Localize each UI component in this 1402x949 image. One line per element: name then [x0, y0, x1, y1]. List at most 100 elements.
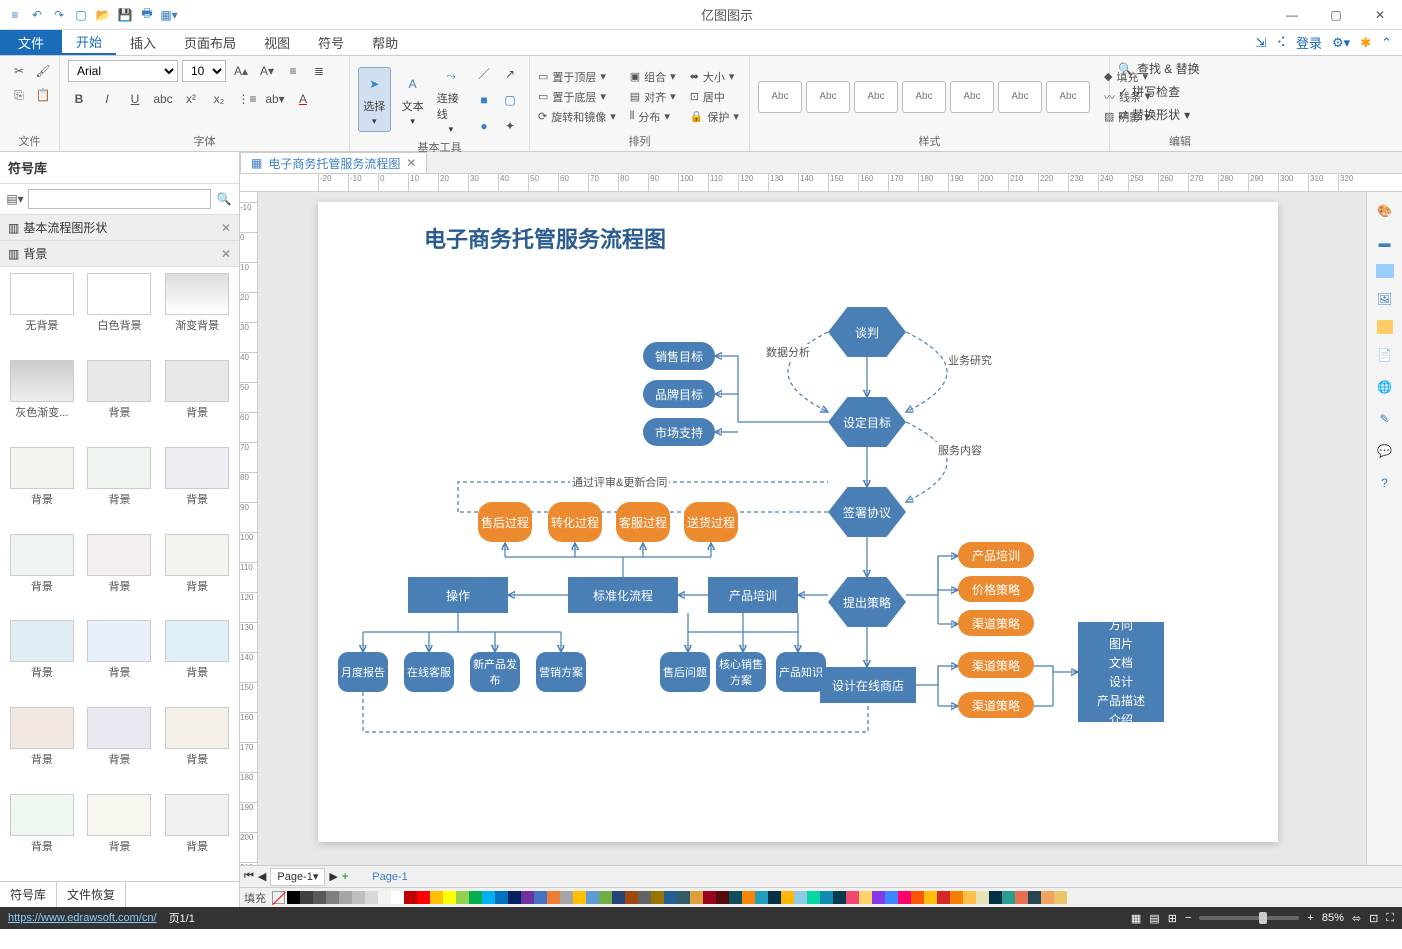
flowchart-subnode[interactable]: 营销方案: [536, 652, 586, 692]
paste-icon[interactable]: 📋: [32, 84, 54, 106]
page-tab-1[interactable]: Page-1 ▾: [270, 868, 325, 886]
flowchart-subnode[interactable]: 新产品发布: [470, 652, 520, 692]
color-swatch[interactable]: [1041, 891, 1054, 904]
bring-front[interactable]: ▭ 置于顶层 ▾: [538, 69, 616, 85]
color-swatch[interactable]: [404, 891, 417, 904]
replace-shape[interactable]: ⇄ 替换形状 ▾: [1118, 106, 1190, 123]
background-item[interactable]: 背景: [6, 707, 78, 788]
open-icon[interactable]: 📂: [94, 6, 112, 24]
file-menu[interactable]: 文件: [0, 30, 62, 55]
flowchart-subnode[interactable]: 核心销售方案: [716, 652, 766, 692]
group-shapes[interactable]: ▣ 组合 ▾: [630, 69, 676, 85]
color-swatch[interactable]: [846, 891, 859, 904]
flowchart-hex-node[interactable]: 签署协议: [828, 487, 906, 537]
background-item[interactable]: 背景: [84, 447, 156, 528]
italic-icon[interactable]: I: [96, 88, 118, 110]
color-icon[interactable]: [1376, 264, 1394, 278]
page[interactable]: 电子商务托管服务流程图: [318, 202, 1278, 842]
color-swatch[interactable]: [963, 891, 976, 904]
flowchart-orange-node[interactable]: 送货过程: [684, 502, 738, 542]
tab-help[interactable]: 帮助: [358, 30, 412, 55]
send-back[interactable]: ▭ 置于底层 ▾: [538, 89, 616, 105]
style-swatch[interactable]: Abc: [854, 81, 898, 113]
background-item[interactable]: 背景: [161, 447, 233, 528]
close-doc-icon[interactable]: ✕: [406, 156, 416, 170]
doc-icon[interactable]: 📄: [1374, 344, 1396, 366]
strike-icon[interactable]: abc: [152, 88, 174, 110]
color-swatch[interactable]: [1028, 891, 1041, 904]
color-swatch[interactable]: [352, 891, 365, 904]
underline-icon[interactable]: U: [124, 88, 146, 110]
status-url[interactable]: https://www.edrawsoft.com/cn/: [8, 912, 157, 924]
options-icon[interactable]: ▦▾: [160, 6, 178, 24]
symbol-search-input[interactable]: [28, 189, 211, 209]
colorful-icon[interactable]: ✱: [1360, 35, 1371, 51]
flowchart-subnode[interactable]: 月度报告: [338, 652, 388, 692]
flowchart-orange-node[interactable]: 渠道策略: [958, 652, 1034, 678]
settings-icon[interactable]: ⚙▾: [1332, 35, 1350, 51]
background-item[interactable]: 背景: [6, 447, 78, 528]
color-swatch[interactable]: [300, 891, 313, 904]
color-swatch[interactable]: [495, 891, 508, 904]
flowchart-round-node[interactable]: 品牌目标: [643, 380, 715, 408]
superscript-icon[interactable]: x²: [180, 88, 202, 110]
color-swatch[interactable]: [625, 891, 638, 904]
font-family-select[interactable]: Arial: [68, 60, 178, 82]
login-link[interactable]: 登录: [1296, 33, 1322, 52]
color-swatch[interactable]: [365, 891, 378, 904]
bold-icon[interactable]: B: [68, 88, 90, 110]
color-swatch[interactable]: [872, 891, 885, 904]
collapse-ribbon-icon[interactable]: ⌃: [1381, 35, 1392, 51]
flowchart-orange-node[interactable]: 售后过程: [478, 502, 532, 542]
note-icon[interactable]: [1377, 320, 1393, 334]
document-tab[interactable]: ▦ 电子商务托管服务流程图 ✕: [240, 152, 427, 173]
color-swatch[interactable]: [469, 891, 482, 904]
color-swatch[interactable]: [443, 891, 456, 904]
subscript-icon[interactable]: x₂: [208, 88, 230, 110]
background-item[interactable]: 背景: [161, 534, 233, 615]
flowchart-subnode[interactable]: 售后问题: [660, 652, 710, 692]
add-page-button[interactable]: +: [342, 871, 348, 883]
background-item[interactable]: 灰色渐变...: [6, 360, 78, 441]
text-tool[interactable]: A文本▾: [397, 68, 429, 131]
distribute-shapes[interactable]: ⫴ 分布 ▾: [630, 109, 676, 125]
background-item[interactable]: 背景: [84, 620, 156, 701]
flowchart-subnode[interactable]: 在线客服: [404, 652, 454, 692]
align-shapes[interactable]: ▤ 对齐 ▾: [630, 89, 676, 105]
background-item[interactable]: 背景: [161, 794, 233, 875]
flowchart-orange-node[interactable]: 转化过程: [548, 502, 602, 542]
style-swatch[interactable]: Abc: [902, 81, 946, 113]
sidebar-tab-library[interactable]: 符号库: [0, 882, 57, 907]
theme-icon[interactable]: 🎨: [1374, 200, 1396, 222]
color-swatch[interactable]: [820, 891, 833, 904]
tab-insert[interactable]: 插入: [116, 30, 170, 55]
edit-icon[interactable]: ✎: [1374, 408, 1396, 430]
flowchart-orange-node[interactable]: 渠道策略: [958, 610, 1034, 636]
align-v-icon[interactable]: ≣: [308, 60, 330, 82]
color-swatch[interactable]: [794, 891, 807, 904]
arrow-shape-icon[interactable]: ↗: [499, 63, 521, 85]
maximize-button[interactable]: ▢: [1314, 1, 1358, 29]
minimize-button[interactable]: —: [1270, 1, 1314, 29]
library-menu-icon[interactable]: ▤▾: [4, 188, 26, 210]
color-swatch[interactable]: [378, 891, 391, 904]
background-item[interactable]: 白色背景: [84, 273, 156, 354]
pages-nav-first[interactable]: ⏮: [244, 870, 254, 883]
sidebar-tab-recovery[interactable]: 文件恢复: [57, 882, 126, 907]
color-swatch[interactable]: [638, 891, 651, 904]
zoom-slider[interactable]: [1199, 916, 1299, 920]
color-swatch[interactable]: [1054, 891, 1067, 904]
redo-icon[interactable]: ↷: [50, 6, 68, 24]
color-swatch[interactable]: [417, 891, 430, 904]
color-swatch[interactable]: [677, 891, 690, 904]
fit-width-icon[interactable]: ⬄: [1352, 912, 1361, 925]
rotate-mirror[interactable]: ⟳ 旋转和镜像 ▾: [538, 109, 616, 125]
color-swatch[interactable]: [976, 891, 989, 904]
view-mode-1-icon[interactable]: ▦: [1131, 912, 1141, 925]
background-item[interactable]: 背景: [6, 534, 78, 615]
color-swatch[interactable]: [287, 891, 300, 904]
image-icon[interactable]: 🖼: [1374, 288, 1396, 310]
flowchart-subnode[interactable]: 产品知识: [776, 652, 826, 692]
share-icon[interactable]: ⠪: [1276, 35, 1286, 51]
color-swatch[interactable]: [898, 891, 911, 904]
